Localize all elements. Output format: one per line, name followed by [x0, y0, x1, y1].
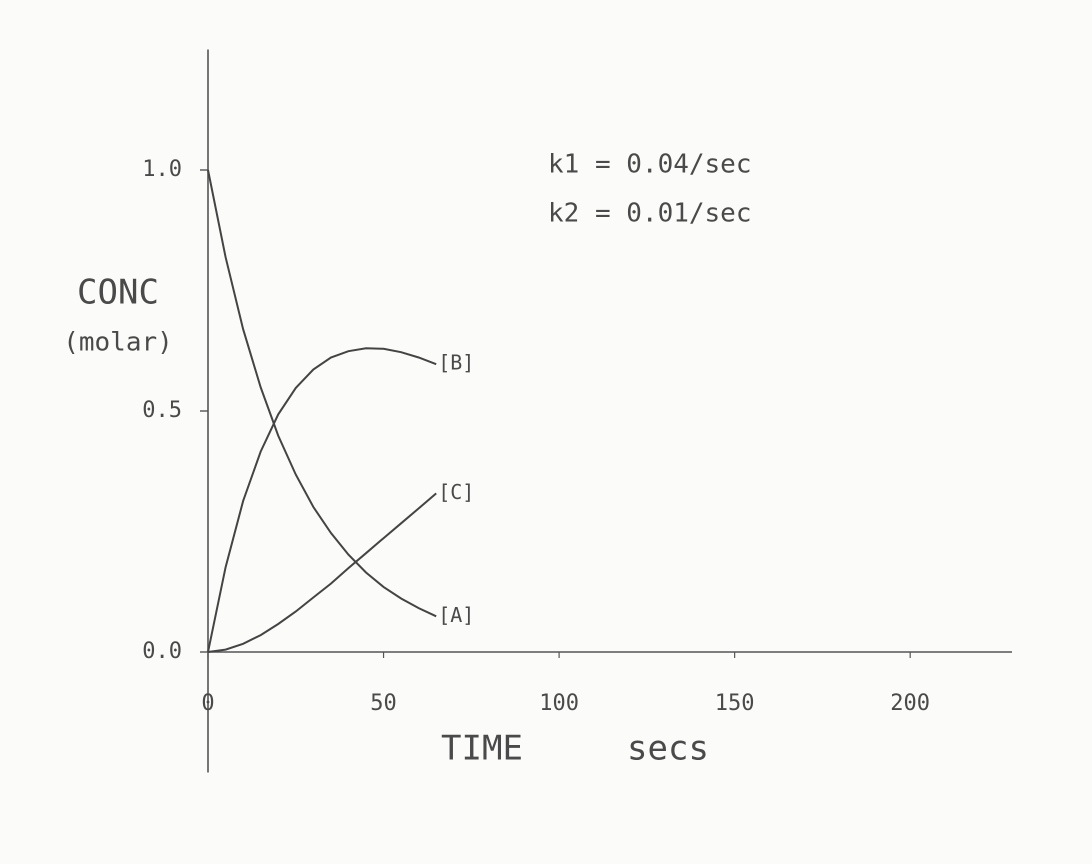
x-axis-label: TIME: [441, 729, 523, 769]
x-tick-label: 200: [890, 691, 930, 716]
annotation: k2 = 0.01/sec: [548, 199, 752, 229]
annotation: k1 = 0.04/sec: [548, 150, 752, 180]
y-axis-label: (molar): [63, 328, 173, 358]
y-tick-label: 0.5: [142, 398, 182, 423]
y-axis-label: CONC: [77, 273, 159, 313]
series-line: [207, 169, 437, 618]
x-tick-label: 100: [539, 691, 579, 716]
series-label: [C]: [438, 480, 474, 504]
y-tick-label: 1.0: [142, 157, 182, 182]
series-line: [207, 492, 437, 653]
series-label: [B]: [438, 351, 474, 375]
x-axis-label: secs: [627, 729, 709, 769]
x-tick-label: 0: [201, 691, 214, 716]
x-tick-label: 150: [715, 691, 755, 716]
y-tick-label: 0.0: [142, 639, 182, 664]
series-line: [207, 347, 437, 653]
x-tick-label: 50: [370, 691, 397, 716]
series-label: [A]: [438, 603, 474, 627]
